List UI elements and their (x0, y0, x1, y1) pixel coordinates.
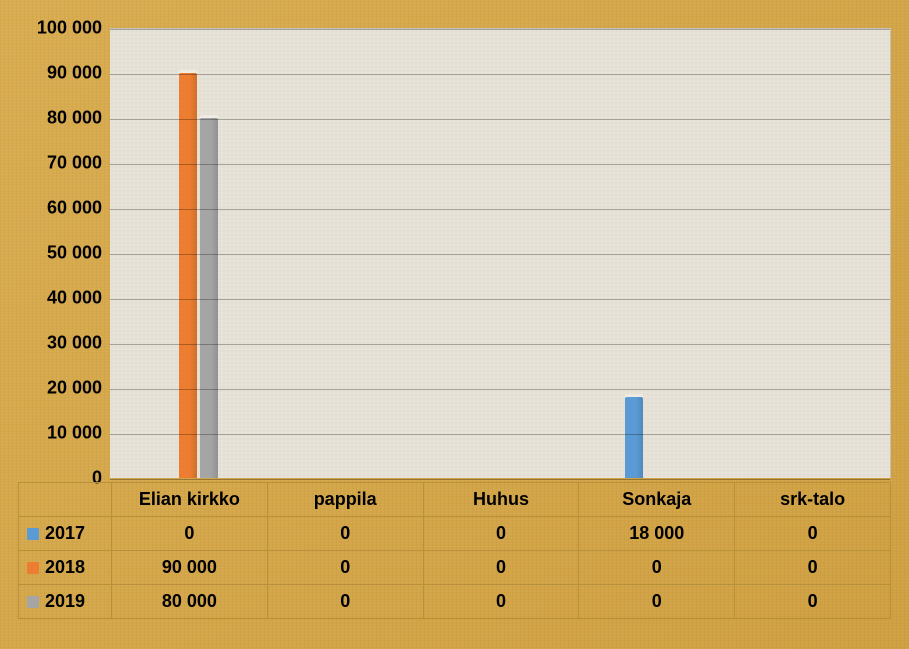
grid-line (110, 119, 890, 120)
data-table: Elian kirkkopappilaHuhusSonkajasrk-talo … (18, 482, 891, 619)
data-cell: 0 (579, 551, 735, 585)
series-name: 2019 (45, 591, 85, 611)
table-header-row: Elian kirkkopappilaHuhusSonkajasrk-talo (19, 483, 891, 517)
grid-line (110, 29, 890, 30)
category-header: srk-talo (735, 483, 891, 517)
y-tick-label: 10 000 (47, 423, 102, 444)
data-cell: 80 000 (112, 585, 268, 619)
plot-area (110, 28, 891, 478)
data-cell: 0 (267, 551, 423, 585)
series-name: 2017 (45, 523, 85, 543)
table-corner-cell (19, 483, 112, 517)
y-tick-label: 20 000 (47, 378, 102, 399)
legend-swatch (27, 528, 39, 540)
grid-line (110, 479, 890, 480)
legend-swatch (27, 596, 39, 608)
y-tick-label: 50 000 (47, 243, 102, 264)
grid-line (110, 254, 890, 255)
bar (200, 118, 218, 478)
bar (625, 397, 643, 478)
data-cell: 0 (423, 585, 579, 619)
data-cell: 0 (735, 585, 891, 619)
table-row: 201980 0000000 (19, 585, 891, 619)
data-cell: 0 (735, 517, 891, 551)
grid-line (110, 434, 890, 435)
series-header: 2018 (19, 551, 112, 585)
grid-line (110, 344, 890, 345)
legend-swatch (27, 562, 39, 574)
data-cell: 90 000 (112, 551, 268, 585)
chart-container: 0 10 000 20 000 30 000 40 000 50 000 60 000 70 … (18, 18, 891, 631)
y-tick-label: 60 000 (47, 198, 102, 219)
grid-line (110, 164, 890, 165)
series-name: 2018 (45, 557, 85, 577)
data-cell: 0 (423, 517, 579, 551)
category-header: pappila (267, 483, 423, 517)
category-header: Sonkaja (579, 483, 735, 517)
table-row: 201890 0000000 (19, 551, 891, 585)
data-cell: 0 (423, 551, 579, 585)
series-header: 2019 (19, 585, 112, 619)
data-cell: 18 000 (579, 517, 735, 551)
data-cell: 0 (112, 517, 268, 551)
bar (179, 73, 197, 478)
data-cell: 0 (735, 551, 891, 585)
data-cell: 0 (267, 517, 423, 551)
y-tick-label: 70 000 (47, 153, 102, 174)
y-tick-label: 100 000 (37, 18, 102, 39)
data-cell: 0 (579, 585, 735, 619)
y-tick-label: 40 000 (47, 288, 102, 309)
y-tick-label: 80 000 (47, 108, 102, 129)
series-header: 2017 (19, 517, 112, 551)
grid-line (110, 389, 890, 390)
table-row: 201700018 0000 (19, 517, 891, 551)
y-tick-label: 90 000 (47, 63, 102, 84)
grid-line (110, 299, 890, 300)
data-cell: 0 (267, 585, 423, 619)
category-header: Elian kirkko (112, 483, 268, 517)
grid-line (110, 209, 890, 210)
category-header: Huhus (423, 483, 579, 517)
y-tick-label: 30 000 (47, 333, 102, 354)
grid-line (110, 74, 890, 75)
